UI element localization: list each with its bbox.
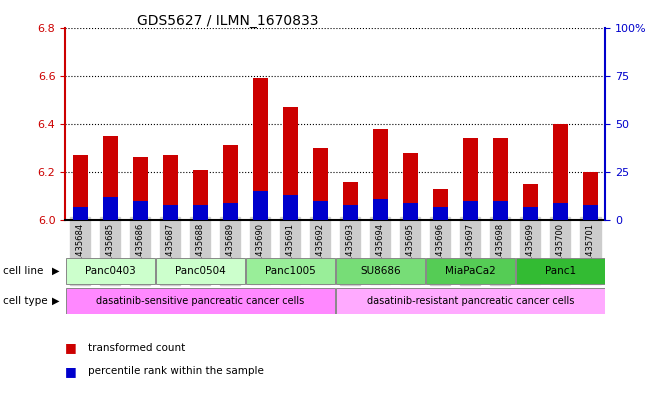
Bar <box>66 288 335 314</box>
Text: cell line: cell line <box>3 266 44 276</box>
Bar <box>463 201 478 220</box>
Bar <box>516 258 605 284</box>
Bar <box>223 145 238 220</box>
Bar <box>246 258 335 284</box>
Text: dasatinib-resistant pancreatic cancer cells: dasatinib-resistant pancreatic cancer ce… <box>367 296 574 306</box>
Bar <box>73 207 88 220</box>
Text: cell type: cell type <box>3 296 48 306</box>
Text: ■: ■ <box>65 341 77 354</box>
Bar <box>223 203 238 220</box>
Bar <box>163 155 178 220</box>
Bar <box>103 136 118 220</box>
Bar <box>493 201 508 220</box>
Text: Panc0403: Panc0403 <box>85 266 135 276</box>
Text: ▶: ▶ <box>52 296 60 306</box>
Bar <box>133 158 148 220</box>
Bar <box>133 201 148 220</box>
Bar <box>553 124 568 220</box>
Text: Panc1: Panc1 <box>545 266 576 276</box>
Bar <box>156 258 245 284</box>
Bar <box>336 258 424 284</box>
Bar <box>426 258 515 284</box>
Bar <box>253 78 268 220</box>
Bar <box>403 152 418 220</box>
Bar <box>433 189 448 220</box>
Text: dasatinib-sensitive pancreatic cancer cells: dasatinib-sensitive pancreatic cancer ce… <box>96 296 304 306</box>
Text: GDS5627 / ILMN_1670833: GDS5627 / ILMN_1670833 <box>137 14 318 28</box>
Text: ▶: ▶ <box>52 266 60 276</box>
Bar <box>193 205 208 220</box>
Bar <box>343 205 358 220</box>
Bar <box>193 169 208 220</box>
Bar <box>493 138 508 220</box>
Text: percentile rank within the sample: percentile rank within the sample <box>88 366 264 376</box>
Text: Panc1005: Panc1005 <box>265 266 316 276</box>
Bar <box>373 199 388 220</box>
Bar <box>553 203 568 220</box>
Bar <box>523 207 538 220</box>
Bar <box>163 205 178 220</box>
Bar <box>433 207 448 220</box>
Bar <box>583 172 598 220</box>
Text: MiaPaCa2: MiaPaCa2 <box>445 266 495 276</box>
Bar <box>463 138 478 220</box>
Bar <box>523 184 538 220</box>
Bar <box>312 201 327 220</box>
Bar <box>343 182 358 220</box>
Text: Panc0504: Panc0504 <box>175 266 225 276</box>
Text: ■: ■ <box>65 365 77 378</box>
Bar <box>403 203 418 220</box>
Bar <box>73 155 88 220</box>
Bar <box>373 129 388 220</box>
Bar <box>312 148 327 220</box>
Bar <box>103 197 118 220</box>
Text: transformed count: transformed count <box>88 343 185 353</box>
Bar <box>336 288 605 314</box>
Bar <box>283 195 298 220</box>
Bar <box>253 191 268 220</box>
Bar <box>583 205 598 220</box>
Bar <box>66 258 154 284</box>
Text: SU8686: SU8686 <box>360 266 400 276</box>
Bar <box>283 107 298 220</box>
